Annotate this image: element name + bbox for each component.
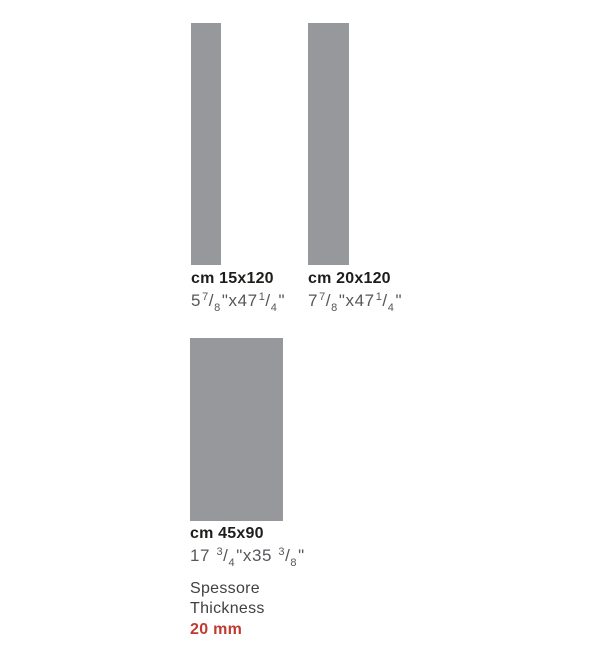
tile-swatch-15x120 [191, 23, 221, 265]
thickness-value: 20 mm [190, 621, 243, 638]
tile-metric-label-45x90: cm 45x90 [190, 525, 264, 542]
thickness-label-english: Thickness [190, 600, 265, 617]
tile-metric-label-20x120: cm 20x120 [308, 270, 391, 287]
thickness-label-italian: Spessore [190, 580, 260, 597]
tile-swatch-20x120 [308, 23, 349, 265]
tile-swatch-45x90 [190, 338, 283, 521]
tile-imperial-label-15x120: 57/8"x471/4" [191, 291, 286, 314]
tile-imperial-label-45x90: 17 3/4"x35 3/8" [190, 546, 305, 569]
tile-metric-label-15x120: cm 15x120 [191, 270, 274, 287]
tile-imperial-label-20x120: 77/8"x471/4" [308, 291, 403, 314]
